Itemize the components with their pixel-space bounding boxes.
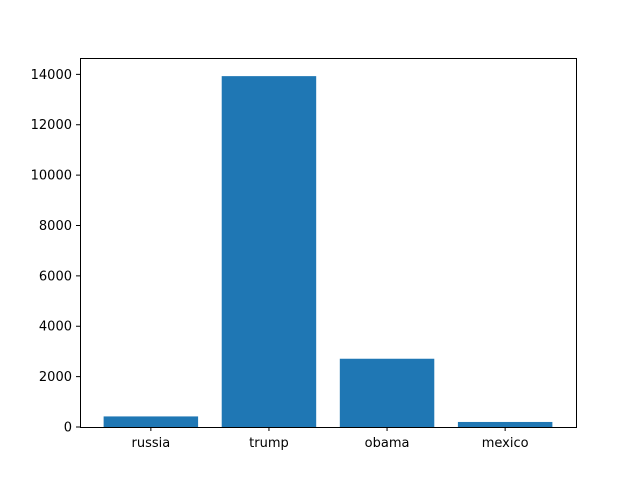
x-tick-label-russia: russia: [131, 436, 170, 451]
axes-frame: [80, 58, 577, 428]
x-tick-label-mexico: mexico: [482, 436, 529, 451]
bars-group: [103, 76, 553, 427]
y-axis: 0 2000 4000 6000 8000 10000 12000 14000: [31, 68, 80, 436]
y-tick-label: 12000: [31, 118, 72, 133]
bar-trump: [221, 76, 317, 427]
y-tick-label: 6000: [39, 269, 72, 284]
x-tick-label-obama: obama: [365, 436, 410, 451]
bar-obama: [339, 358, 435, 427]
y-tick-label: 10000: [31, 169, 72, 184]
bar-russia: [103, 416, 199, 427]
x-axis: russia trump obama mexico: [131, 427, 529, 451]
y-tick-label: 4000: [39, 320, 72, 335]
bar-mexico: [457, 421, 553, 427]
y-tick-label: 0: [64, 421, 72, 436]
y-tick-label: 8000: [39, 219, 72, 234]
y-tick-label: 2000: [39, 370, 72, 385]
x-tick-label-trump: trump: [249, 436, 289, 451]
y-tick-label: 14000: [31, 68, 72, 83]
